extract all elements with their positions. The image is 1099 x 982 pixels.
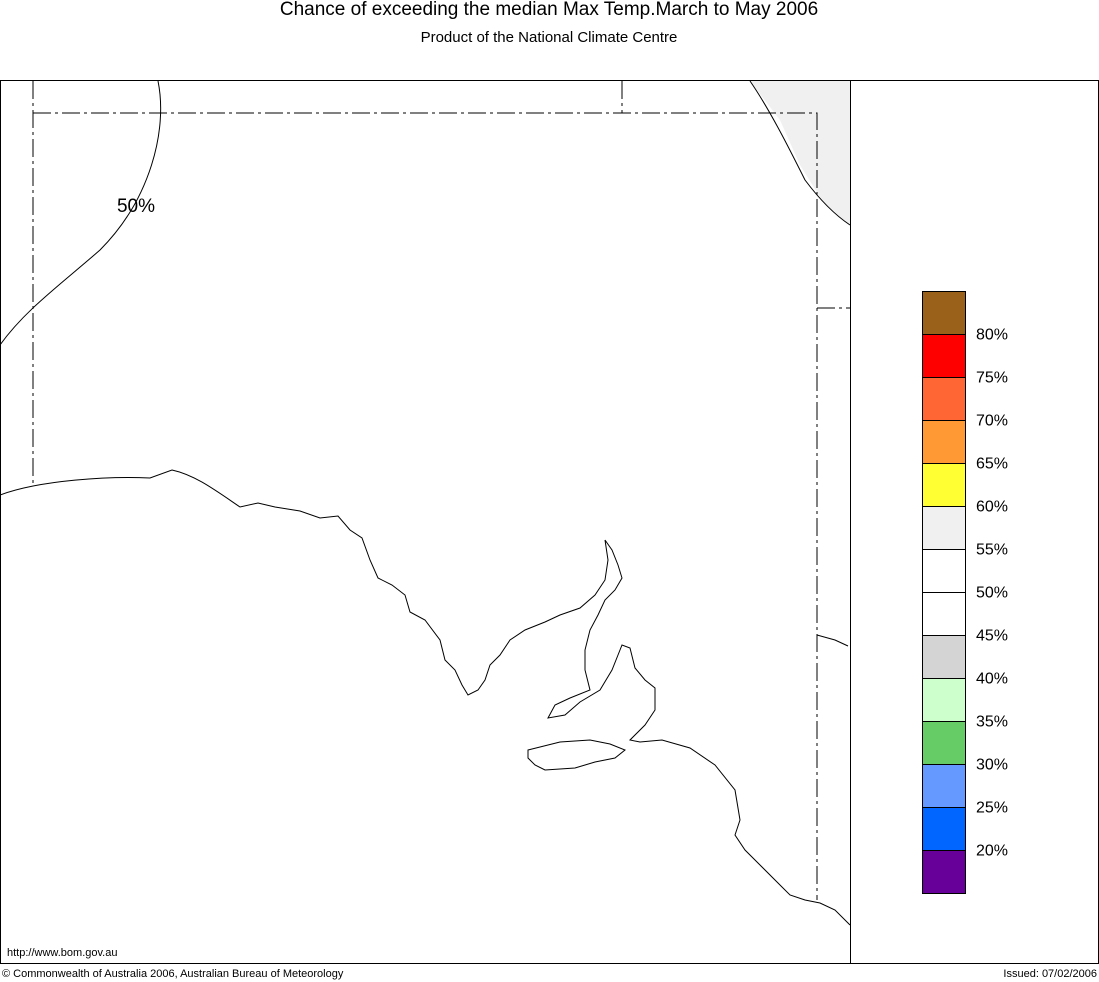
map-frame — [0, 80, 851, 964]
legend-label: 80% — [976, 327, 1008, 344]
issued-date: Issued: 07/02/2006 — [1003, 968, 1097, 980]
legend-swatch — [922, 291, 966, 335]
legend-swatch — [922, 807, 966, 851]
contour-50 — [0, 80, 162, 346]
legend-label: 20% — [976, 843, 1008, 860]
url: http://www.bom.gov.au — [7, 947, 117, 959]
legend-label: 75% — [976, 370, 1008, 387]
legend: 80% 75% 70% 65% 60% 55% 50% 45% 40% 35% 30% 25% 20% — [922, 291, 1008, 894]
legend-label: 55% — [976, 542, 1008, 559]
legend-label: 35% — [976, 714, 1008, 731]
legend-label: 70% — [976, 413, 1008, 430]
legend-swatch — [922, 678, 966, 722]
legend-swatch — [922, 334, 966, 378]
legend-swatch — [922, 592, 966, 636]
legend-swatch — [922, 420, 966, 464]
legend-label: 30% — [976, 757, 1008, 774]
legend-swatch — [922, 764, 966, 808]
contour-55 — [749, 80, 851, 226]
legend-label: 50% — [976, 585, 1008, 602]
title: Chance of exceeding the median Max Temp.… — [280, 0, 818, 20]
legend-label: 40% — [976, 671, 1008, 688]
legend-frame — [850, 80, 1099, 964]
legend-swatch — [922, 506, 966, 550]
contour-label: 50% — [117, 196, 155, 217]
legend-label: 60% — [976, 499, 1008, 516]
legend-swatch — [922, 463, 966, 507]
copyright: © Commonwealth of Australia 2006, Austra… — [2, 968, 344, 980]
shaded-region — [750, 81, 850, 225]
legend-swatch — [922, 850, 966, 894]
subtitle: Product of the National Climate Centre — [421, 29, 678, 46]
legend-swatch — [922, 721, 966, 765]
legend-swatch — [922, 635, 966, 679]
coastline — [816, 634, 849, 647]
legend-label: 25% — [976, 800, 1008, 817]
kangaroo-island — [527, 739, 626, 771]
legend-label: 65% — [976, 456, 1008, 473]
coastline — [0, 469, 851, 926]
legend-label: 45% — [976, 628, 1008, 645]
state-border — [33, 112, 818, 900]
legend-swatch — [922, 377, 966, 421]
legend-swatch — [922, 549, 966, 593]
